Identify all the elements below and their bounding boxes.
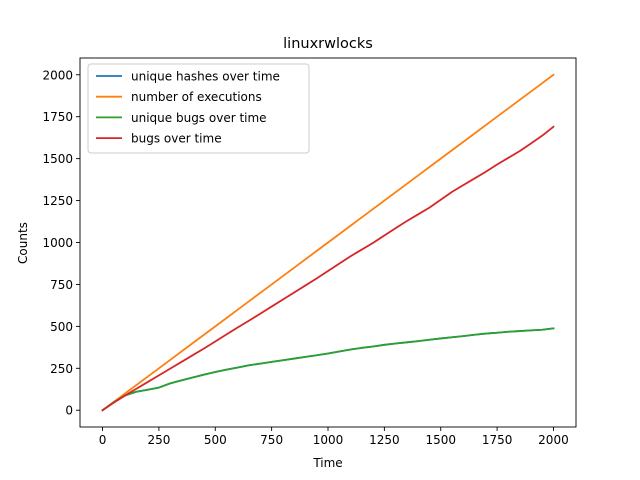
x-tick-label: 250 bbox=[147, 433, 170, 447]
legend-label: unique hashes over time bbox=[131, 70, 280, 84]
legend-box bbox=[87, 63, 310, 154]
x-tick-label: 1750 bbox=[482, 433, 513, 447]
y-tick-label: 1250 bbox=[42, 194, 73, 208]
legend-label: unique bugs over time bbox=[131, 111, 267, 125]
y-tick-label: 1000 bbox=[42, 236, 73, 250]
chart-title: linuxrwlocks bbox=[283, 36, 373, 52]
y-tick-label: 250 bbox=[50, 362, 73, 376]
legend-label: number of executions bbox=[131, 90, 262, 104]
legend-label: bugs over time bbox=[131, 132, 222, 146]
series-line-3 bbox=[101, 125, 555, 412]
y-axis-label: Counts bbox=[16, 222, 30, 264]
x-tick-label: 750 bbox=[260, 433, 283, 447]
y-tick-label: 500 bbox=[50, 320, 73, 334]
series-line-1 bbox=[101, 73, 555, 412]
y-tick-label: 0 bbox=[65, 404, 73, 418]
y-tick-label: 1500 bbox=[42, 152, 73, 166]
x-tick-label: 2000 bbox=[538, 433, 569, 447]
legend: unique hashes over time number of executi… bbox=[87, 63, 310, 154]
x-tick-label: 500 bbox=[204, 433, 227, 447]
x-tick-label: 0 bbox=[99, 433, 107, 447]
y-tick-label: 750 bbox=[50, 278, 73, 292]
y-tick-label: 1750 bbox=[42, 110, 73, 124]
series-line-2 bbox=[101, 327, 555, 412]
x-tick-label: 1250 bbox=[369, 433, 400, 447]
y-tick-label: 2000 bbox=[42, 68, 73, 82]
plot-area: 0 250 500 750 1000 1250 1500 1750 2000 0 250 500 750… bbox=[42, 57, 577, 447]
x-tick-label: 1000 bbox=[313, 433, 344, 447]
x-axis-label: Time bbox=[312, 456, 342, 470]
x-tick-label: 1500 bbox=[425, 433, 456, 447]
